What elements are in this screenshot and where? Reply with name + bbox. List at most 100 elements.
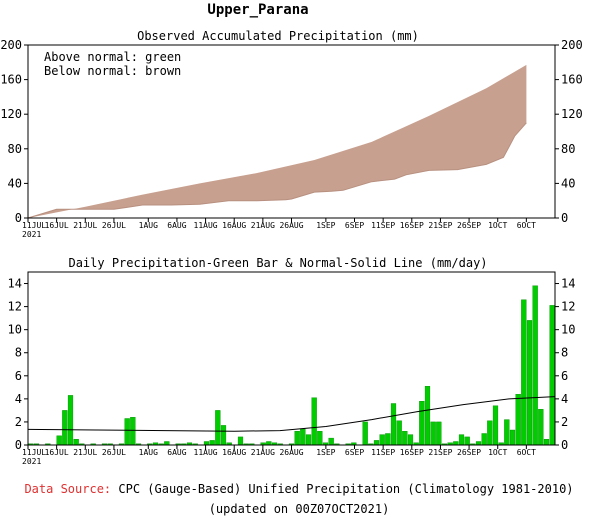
daily-bar	[215, 410, 221, 446]
daily-ytick-label-left: 14	[8, 277, 22, 291]
accum-ytick-label-left: 80	[8, 142, 22, 156]
accum-xtick-label: 1OCT	[488, 221, 507, 230]
daily-bar	[203, 441, 210, 446]
accum-xtick-label: 16AUG	[222, 221, 246, 230]
daily-xtick-label: 11AUG	[194, 448, 218, 457]
daily-xtick-label: 1AUG	[139, 448, 158, 457]
daily-ytick-label-right: 12	[561, 300, 575, 314]
daily-ytick-label-left: 6	[15, 369, 22, 383]
accum-ytick-label-right: 120	[561, 107, 583, 121]
accum-ytick-label-right: 80	[561, 142, 575, 156]
daily-xtick-label: 21SEP	[428, 448, 452, 457]
region-title: Upper_Parana	[207, 2, 308, 18]
daily-bar	[481, 433, 487, 446]
daily-ytick-label-right: 2	[561, 415, 568, 429]
data-source-text: CPC (Gauge-Based) Unified Precipitation …	[111, 482, 574, 496]
daily-bar	[458, 434, 465, 446]
daily-bar	[294, 431, 300, 446]
accum-chart-title: Observed Accumulated Precipitation (mm)	[137, 29, 419, 43]
accum-xtick-label: 6AUG	[167, 221, 186, 230]
daily-bar	[532, 285, 538, 446]
accum-ytick-label-left: 200	[0, 38, 22, 52]
daily-bar	[220, 425, 227, 446]
daily-xtick-label: 26JUL	[102, 448, 126, 457]
daily-ytick-label-right: 6	[561, 369, 568, 383]
accum-xtick-label: 6SEP	[345, 221, 364, 230]
daily-xtick-label: 26SEP	[457, 448, 481, 457]
daily-bar	[237, 436, 244, 446]
accum-ytick-label-right: 160	[561, 73, 583, 87]
daily-bar	[266, 441, 272, 446]
daily-ytick-label-left: 8	[15, 346, 22, 360]
accum-observed-line	[27, 122, 527, 219]
accum-xtick-label: 21AUG	[251, 221, 275, 230]
daily-bar	[362, 421, 368, 446]
daily-bar	[504, 419, 510, 446]
legend-below-normal: Below normal: brown	[44, 64, 181, 78]
daily-bar	[124, 418, 130, 446]
daily-bar	[164, 441, 170, 446]
accum-xtick-label-year: 2021	[22, 230, 41, 239]
daily-xtick-label: 11JUL	[22, 448, 46, 457]
daily-ytick-label-right: 10	[561, 323, 575, 337]
daily-ytick-label-right: 4	[561, 392, 568, 406]
daily-xtick-label: 16JUL	[45, 448, 69, 457]
daily-xtick-label: 6SEP	[345, 448, 364, 457]
accum-xtick-label: 6OCT	[517, 221, 536, 230]
daily-xtick-label: 6AUG	[167, 448, 186, 457]
daily-xtick-label: 1OCT	[488, 448, 507, 457]
daily-bar	[56, 435, 62, 446]
daily-normal-line	[27, 396, 556, 432]
accum-xtick-label: 11AUG	[194, 221, 218, 230]
daily-bar	[453, 441, 459, 446]
daily-bar	[424, 386, 431, 446]
daily-bar	[379, 434, 385, 446]
accum-xtick-label: 26AUG	[279, 221, 303, 230]
data-source-line: Data Source: CPC (Gauge-Based) Unified P…	[0, 482, 598, 496]
daily-ytick-label-left: 12	[8, 300, 22, 314]
accum-xtick-label: 1AUG	[139, 221, 158, 230]
daily-bar	[407, 434, 414, 446]
accum-xtick-label: 16JUL	[45, 221, 69, 230]
daily-bar	[385, 433, 391, 446]
accum-xtick-label: 26JUL	[102, 221, 126, 230]
accum-xtick-label: 16SEP	[400, 221, 424, 230]
daily-bar	[328, 437, 334, 446]
daily-bar	[430, 421, 436, 446]
accum-ytick-label-right: 40	[561, 176, 575, 190]
daily-xtick-label: 11SEP	[371, 448, 395, 457]
daily-ytick-label-left: 2	[15, 415, 22, 429]
daily-bar	[515, 394, 521, 446]
daily-ytick-label-right: 0	[561, 438, 568, 452]
daily-bar	[402, 431, 408, 446]
accum-ytick-label-right: 0	[561, 211, 568, 225]
daily-xtick-label: 26AUG	[279, 448, 303, 457]
daily-bar	[390, 403, 397, 446]
daily-bar	[543, 439, 550, 446]
daily-bar	[521, 299, 527, 446]
daily-bar	[311, 397, 317, 446]
daily-chart-title: Daily Precipitation-Green Bar & Normal-S…	[68, 256, 487, 270]
accum-ytick-label-left: 120	[0, 107, 22, 121]
accum-xtick-label: 11JUL	[22, 221, 46, 230]
daily-bar	[130, 417, 136, 446]
accum-ytick-label-right: 200	[561, 38, 583, 52]
daily-xtick-label: 21AUG	[251, 448, 275, 457]
daily-bar	[73, 439, 79, 446]
accum-deficit-area	[28, 64, 527, 219]
daily-bar	[549, 305, 555, 446]
daily-bar	[492, 405, 499, 446]
daily-xtick-label: 6OCT	[517, 448, 536, 457]
daily-bar	[538, 409, 544, 446]
daily-bar	[62, 410, 68, 446]
legend-above-normal: Above normal: green	[44, 50, 181, 64]
daily-bar	[67, 395, 74, 446]
accum-xtick-label: 1SEP	[316, 221, 335, 230]
daily-ytick-label-right: 14	[561, 277, 575, 291]
daily-xtick-label: 21JUL	[73, 448, 97, 457]
daily-bar	[509, 429, 516, 446]
daily-bar	[305, 434, 312, 446]
daily-bar	[475, 441, 482, 446]
daily-bar	[317, 431, 323, 446]
